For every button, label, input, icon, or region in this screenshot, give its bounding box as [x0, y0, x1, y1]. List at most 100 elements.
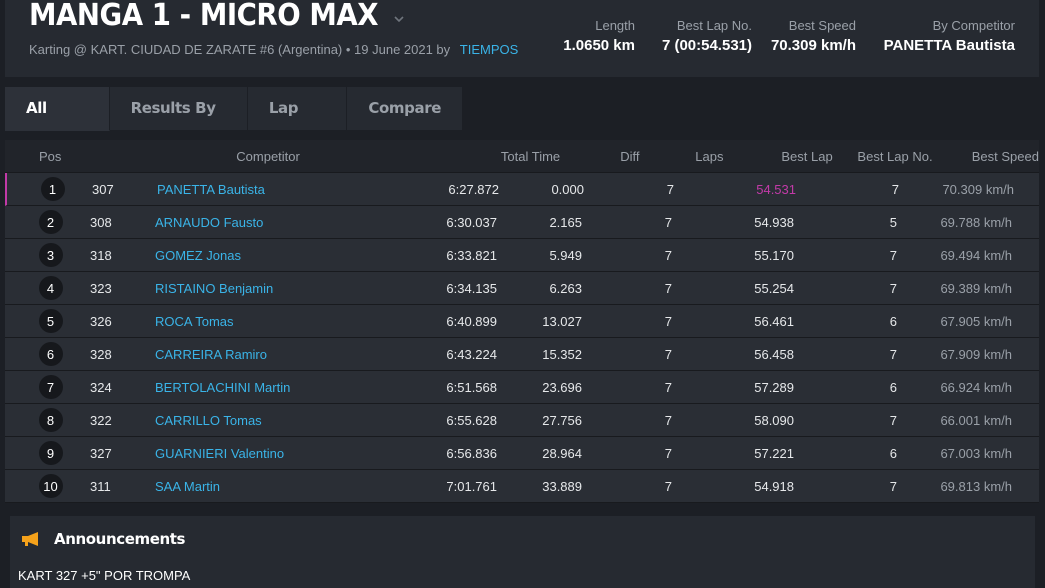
diff: 33.889	[542, 478, 582, 494]
competitor-cell: SAA Martin	[155, 479, 390, 494]
best-lap: 54.918	[754, 478, 794, 494]
table-row[interactable]: 6 328 CARREIRA Ramiro 6:43.224 15.352 7 56.458…	[5, 338, 1039, 371]
best-speed: 66.924 km/h	[940, 379, 1012, 395]
competitor-link[interactable]: GUARNIERI Valentino	[155, 445, 285, 461]
kart-number: 311	[90, 478, 111, 494]
total-time: 6:55.628	[446, 412, 497, 428]
best-speed: 70.309 km/h	[942, 181, 1014, 197]
laps: 7	[666, 181, 674, 197]
best-lap: 57.221	[754, 445, 794, 461]
kart-number: 326	[90, 313, 112, 329]
best-speed: 67.905 km/h	[940, 313, 1012, 329]
competitor-cell: CARRILLO Tomas	[155, 413, 390, 428]
diff: 6.263	[549, 280, 582, 296]
laps: 7	[664, 280, 672, 296]
table-row[interactable]: 2 308 ARNAUDO Fausto 6:30.037 2.165 7 54.938 5 6…	[5, 206, 1039, 239]
laps: 7	[664, 412, 672, 428]
total-time: 6:56.836	[446, 445, 497, 461]
session-header: MANGA 1 - MICRO MAX Karting @ KART. CIUD…	[5, 0, 1039, 77]
total-time: 6:40.899	[446, 313, 497, 329]
session-subtitle: Karting @ KART. CIUDAD DE ZARATE #6 (Arg…	[29, 42, 518, 57]
total-time: 7:01.761	[446, 478, 497, 494]
laps: 7	[664, 247, 672, 263]
table-row[interactable]: 4 323 RISTAINO Benjamin 6:34.135 6.263 7 55.25…	[5, 272, 1039, 305]
competitor-link[interactable]: BERTOLACHINI Martin	[155, 379, 291, 395]
laps: 7	[664, 379, 672, 395]
organizer-link[interactable]: TIEMPOS	[459, 42, 519, 57]
competitor-link[interactable]: ARNAUDO Fausto	[155, 214, 264, 230]
page-title: MANGA 1 - MICRO MAX	[29, 0, 379, 33]
chevron-down-icon[interactable]	[394, 14, 405, 24]
stat-length: Length 1.0650 km	[563, 18, 635, 54]
competitor-link[interactable]: GOMEZ Jonas	[155, 247, 241, 263]
table-row[interactable]: 3 318 GOMEZ Jonas 6:33.821 5.949 7 55.170 7 69.4…	[5, 239, 1039, 272]
stat-value: 1.0650 km	[563, 37, 635, 54]
tab-all-results[interactable]: All Results	[5, 87, 110, 160]
diff: 28.964	[542, 445, 582, 461]
competitor-link[interactable]: CARREIRA Ramiro	[155, 346, 267, 362]
stat-label: Best Speed	[788, 18, 856, 33]
best-speed: 69.788 km/h	[940, 214, 1012, 230]
position-badge: 8	[38, 408, 63, 432]
table-row[interactable]: 5 326 ROCA Tomas 6:40.899 13.027 7 56.461 6 67.9…	[5, 305, 1039, 338]
table-row[interactable]: 8 322 CARRILLO Tomas 6:55.628 27.756 7 58.090 7…	[5, 404, 1039, 437]
competitor-link[interactable]: SAA Martin	[155, 478, 221, 494]
stat-by-competitor: By Competitor PANETTA Bautista	[884, 18, 1015, 54]
position-badge: 2	[38, 210, 63, 234]
stat-value: 7 (00:54.531)	[661, 37, 752, 54]
table-row[interactable]: 1 307 PANETTA Bautista 6:27.872 0.000 7 54.531…	[5, 173, 1039, 206]
stat-label: By Competitor	[932, 18, 1015, 33]
best-lap: 58.090	[754, 412, 794, 428]
competitor-cell: RISTAINO Benjamin	[155, 281, 390, 296]
best-lap-no: 5	[889, 214, 897, 230]
best-lap-no: 6	[889, 445, 897, 461]
competitor-link[interactable]: RISTAINO Benjamin	[155, 280, 274, 296]
best-lap: 54.531	[756, 181, 796, 197]
col-total-time[interactable]: Total Time	[500, 148, 561, 164]
col-diff[interactable]: Diff	[620, 148, 640, 164]
best-lap: 55.254	[754, 280, 794, 296]
diff: 5.949	[549, 247, 582, 263]
stat-value: PANETTA Bautista	[883, 37, 1015, 54]
col-competitor[interactable]: Competitor	[236, 148, 300, 164]
diff: 23.696	[542, 379, 582, 395]
competitor-link[interactable]: CARRILLO Tomas	[155, 412, 262, 428]
best-speed: 67.003 km/h	[940, 445, 1012, 461]
col-best-speed[interactable]: Best Speed	[971, 148, 1039, 164]
position-badge: 10	[38, 474, 63, 498]
kart-number: 322	[90, 412, 112, 428]
kart-number: 328	[90, 346, 112, 362]
diff: 27.756	[542, 412, 582, 428]
results-tabs: All Results Results By Class Lap Chart C…	[5, 87, 463, 160]
stat-best-speed: Best Speed 70.309 km/h	[771, 18, 856, 54]
position-cell: 7	[5, 375, 80, 399]
best-lap: 55.170	[754, 247, 794, 263]
stat-label: Length	[595, 18, 635, 33]
col-best-lap-no[interactable]: Best Lap No.	[857, 148, 933, 164]
competitor-cell: BERTOLACHINI Martin	[155, 380, 390, 395]
table-row[interactable]: 9 327 GUARNIERI Valentino 6:56.836 28.964 7 57…	[5, 437, 1039, 470]
best-speed: 69.389 km/h	[940, 280, 1012, 296]
position-badge: 7	[38, 375, 63, 399]
best-lap: 56.461	[754, 313, 794, 329]
diff: 15.352	[542, 346, 582, 362]
stat-value: 70.309 km/h	[770, 37, 856, 54]
competitor-link[interactable]: PANETTA Bautista	[157, 181, 265, 197]
tab-lap-chart[interactable]: Lap Chart	[248, 87, 348, 160]
table-row[interactable]: 7 324 BERTOLACHINI Martin 6:51.568 23.696 7 57…	[5, 371, 1039, 404]
position-badge: 4	[38, 276, 63, 300]
tab-compare[interactable]: Compare	[347, 87, 463, 130]
tab-results-by-class[interactable]: Results By Class	[110, 87, 248, 160]
best-lap-no: 6	[889, 379, 897, 395]
best-lap-no: 7	[889, 346, 897, 362]
col-pos[interactable]: Pos	[39, 148, 62, 164]
col-laps[interactable]: Laps	[695, 148, 724, 164]
col-best-lap[interactable]: Best Lap	[781, 148, 833, 164]
laps: 7	[664, 346, 672, 362]
competitor-link[interactable]: ROCA Tomas	[155, 313, 234, 329]
position-badge: 3	[38, 243, 63, 267]
position-badge: 6	[38, 342, 63, 366]
diff: 13.027	[542, 313, 582, 329]
total-time: 6:27.872	[448, 181, 499, 197]
table-row[interactable]: 10 311 SAA Martin 7:01.761 33.889 7 54.918 7 69.…	[5, 470, 1039, 503]
